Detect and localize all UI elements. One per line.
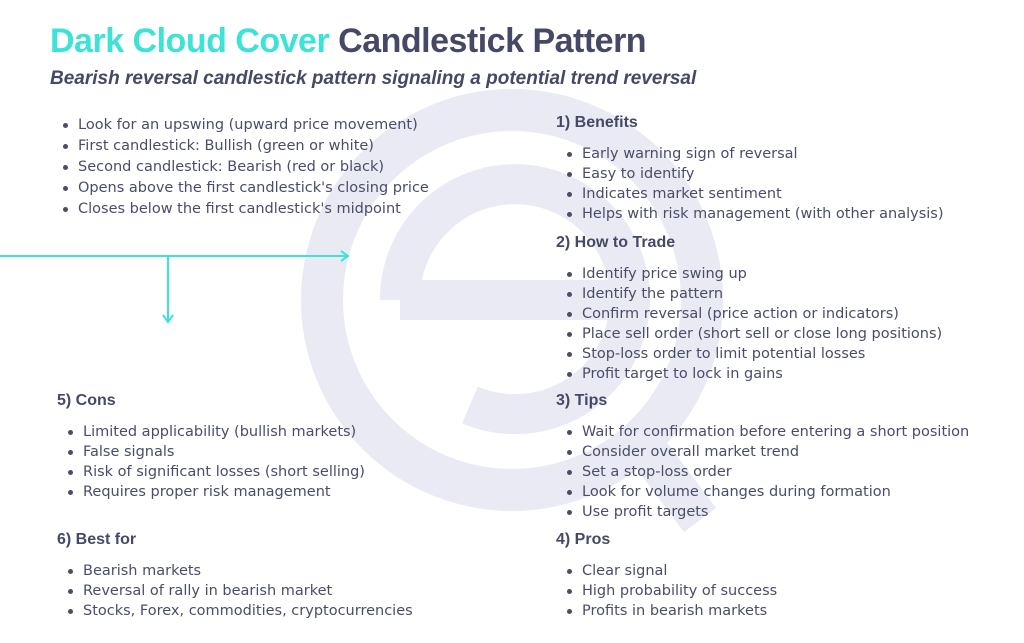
list-item: Closes below the first candlestick's mid…: [62, 199, 429, 220]
list-item: Reversal of rally in bearish market: [67, 581, 413, 601]
title-highlight: Dark Cloud Cover: [50, 22, 330, 60]
list-item: Stocks, Forex, commodities, cryptocurren…: [67, 601, 413, 621]
best-for-heading: 6) Best for: [57, 531, 137, 548]
list-item: Profits in bearish markets: [566, 601, 777, 621]
page-title: Dark Cloud Cover Candlestick Pattern: [50, 22, 647, 61]
list-item: Confirm reversal (price action or indica…: [566, 304, 942, 324]
list-item: Easy to identify: [566, 164, 944, 184]
list-item: Profit target to lock in gains: [566, 364, 942, 384]
list-item: High probability of success: [566, 581, 777, 601]
list-item: Identify price swing up: [566, 264, 942, 284]
how-to-trade-heading: 2) How to Trade: [556, 234, 676, 251]
list-item: Place sell order (short sell or close lo…: [566, 324, 942, 344]
how-to-trade-list: Identify price swing up Identify the pat…: [566, 264, 942, 384]
title-rest: Candlestick Pattern: [338, 22, 647, 60]
list-item: Bearish markets: [67, 561, 413, 581]
benefits-list: Early warning sign of reversal Easy to i…: [566, 144, 944, 224]
list-item: Helps with risk management (with other a…: [566, 204, 944, 224]
list-item: Consider overall market trend: [566, 442, 969, 462]
tips-list: Wait for confirmation before entering a …: [566, 422, 969, 522]
list-item: Wait for confirmation before entering a …: [566, 422, 969, 442]
list-item: Indicates market sentiment: [566, 184, 944, 204]
list-item: Risk of significant losses (short sellin…: [67, 462, 365, 482]
list-item: Opens above the first candlestick's clos…: [62, 178, 429, 199]
pros-heading: 4) Pros: [556, 531, 611, 548]
list-item: Stop-loss order to limit potential losse…: [566, 344, 942, 364]
list-item: Early warning sign of reversal: [566, 144, 944, 164]
list-item: Requires proper risk management: [67, 482, 365, 502]
identification-list: Look for an upswing (upward price moveme…: [62, 115, 429, 220]
subtitle: Bearish reversal candlestick pattern sig…: [50, 68, 697, 89]
list-item: Identify the pattern: [566, 284, 942, 304]
list-item: Limited applicability (bullish markets): [67, 422, 365, 442]
list-item: Look for volume changes during formation: [566, 482, 969, 502]
list-item: Second candlestick: Bearish (red or blac…: [62, 157, 429, 178]
list-item: Use profit targets: [566, 502, 969, 522]
list-item: Look for an upswing (upward price moveme…: [62, 115, 429, 136]
benefits-heading: 1) Benefits: [556, 114, 638, 131]
best-for-list: Bearish markets Reversal of rally in bea…: [67, 561, 413, 621]
pros-list: Clear signal High probability of success…: [566, 561, 777, 621]
list-item: First candlestick: Bullish (green or whi…: [62, 136, 429, 157]
cons-list: Limited applicability (bullish markets) …: [67, 422, 365, 502]
cons-heading: 5) Cons: [57, 392, 116, 409]
list-item: Set a stop-loss order: [566, 462, 969, 482]
tips-heading: 3) Tips: [556, 392, 608, 409]
list-item: False signals: [67, 442, 365, 462]
list-item: Clear signal: [566, 561, 777, 581]
